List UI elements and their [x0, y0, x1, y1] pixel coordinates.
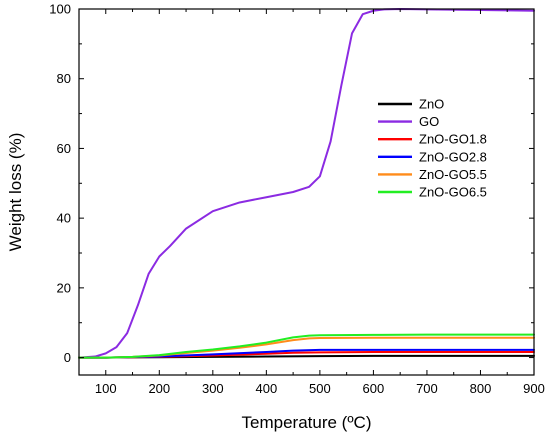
y-tick-label: 80 — [57, 71, 71, 86]
series-line-zno-go5-5 — [78, 336, 535, 359]
y-tick-label: 60 — [57, 141, 71, 156]
legend: ZnO GO ZnO-GO1.8 ZnO-GO2.8 ZnO-GO5.5 ZnO-GO6.… — [378, 97, 487, 200]
axes: 100 200 300 400 500 600 700 800 900 0 20 40 60 80 100 — [49, 2, 545, 397]
y-tick-label: 0 — [64, 350, 71, 365]
x-axis-title: Temperature (ºC) — [242, 413, 372, 432]
legend-label-zno-go5-5: ZnO-GO5.5 — [419, 167, 487, 182]
series-line-go — [78, 8, 535, 359]
x-tick-label: 900 — [523, 381, 545, 396]
y-tick-label: 100 — [49, 2, 71, 17]
y-tick-label: 20 — [57, 280, 71, 295]
series-line-zno-go6-5 — [78, 333, 535, 359]
legend-label-zno-go2-8: ZnO-GO2.8 — [419, 149, 487, 164]
x-tick-label: 400 — [256, 381, 278, 396]
y-axis-title: Weight loss (%) — [6, 133, 25, 252]
legend-label-go: GO — [419, 114, 439, 129]
x-tick-label: 500 — [309, 381, 331, 396]
x-tick-label: 100 — [95, 381, 117, 396]
y-tick-label: 40 — [57, 211, 71, 226]
plot-area — [78, 8, 535, 359]
x-tick-label: 700 — [416, 381, 438, 396]
legend-label-zno-go6-5: ZnO-GO6.5 — [419, 185, 487, 200]
x-tick-label: 200 — [148, 381, 170, 396]
x-tick-label: 600 — [363, 381, 385, 396]
legend-label-zno: ZnO — [419, 97, 444, 112]
x-tick-label: 300 — [202, 381, 224, 396]
plot-frame — [78, 8, 535, 376]
x-tick-label: 800 — [470, 381, 492, 396]
legend-label-zno-go1-8: ZnO-GO1.8 — [419, 132, 487, 147]
